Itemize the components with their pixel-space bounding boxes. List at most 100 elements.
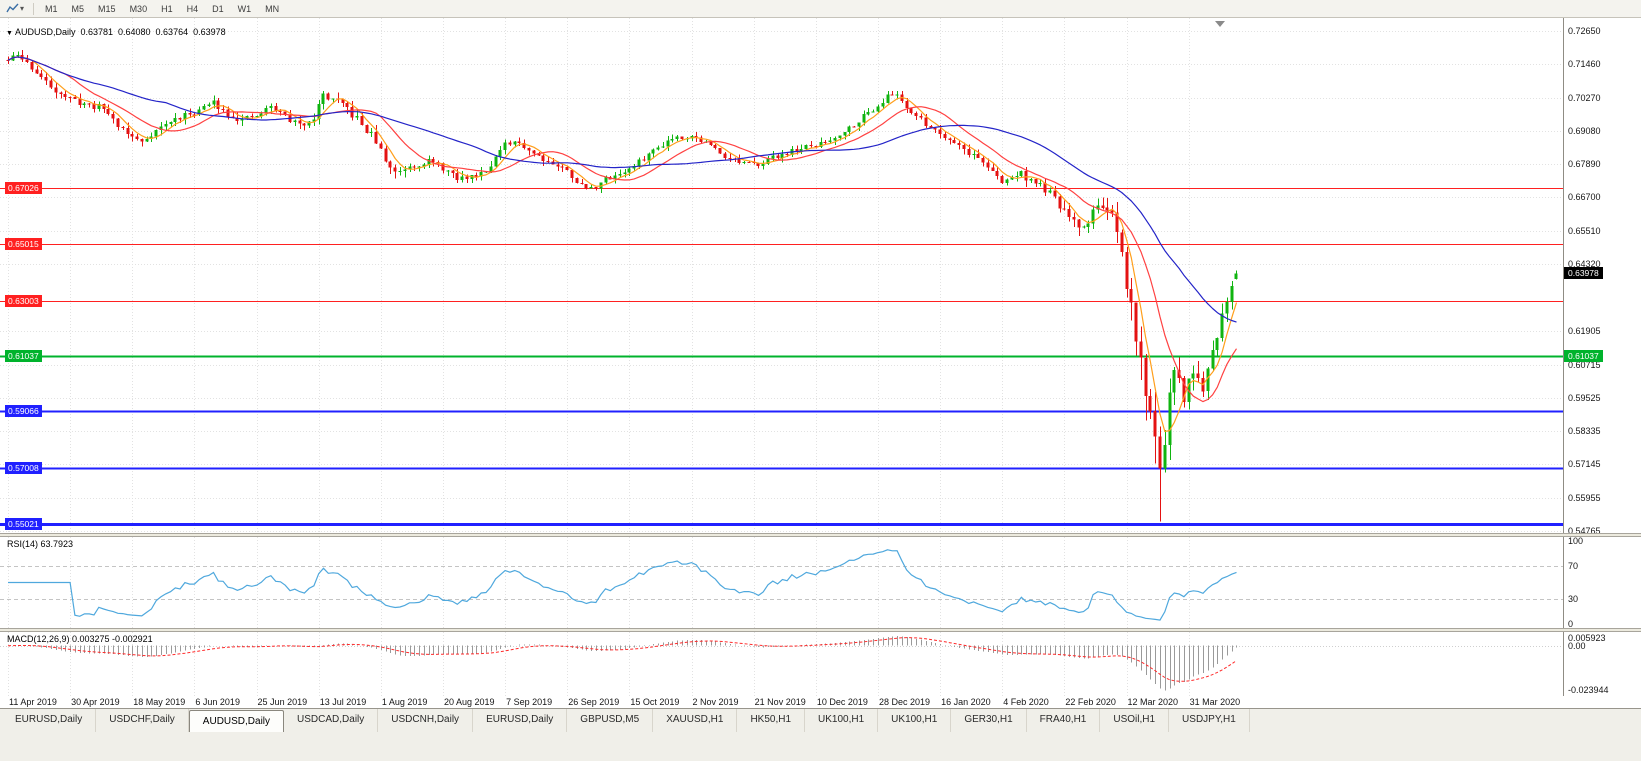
date-label: 16 Jan 2020 bbox=[941, 697, 991, 707]
price-tick: 0.72650 bbox=[1568, 26, 1601, 36]
date-label: 10 Dec 2019 bbox=[816, 697, 868, 707]
ohlc-open: 0.63781 bbox=[80, 27, 113, 37]
ma-34 bbox=[7, 56, 1237, 323]
price-tick: 0.66700 bbox=[1568, 192, 1601, 203]
timeframe-button-m30[interactable]: M30 bbox=[129, 3, 148, 14]
timeframe-button-m1[interactable]: M1 bbox=[45, 3, 58, 14]
macd-tick: -0.023944 bbox=[1568, 685, 1609, 695]
chart-tab-uk100-h1[interactable]: UK100,H1 bbox=[878, 709, 952, 732]
chart-tab-audusd-daily[interactable]: AUDUSD,Daily bbox=[188, 710, 285, 732]
price-tick: 0.58335 bbox=[1568, 426, 1601, 437]
status-area bbox=[0, 732, 1641, 761]
candles-down bbox=[6, 49, 1205, 522]
chart-tab-ger30-h1[interactable]: GER30,H1 bbox=[951, 709, 1027, 732]
macd-label: MACD(12,26,9) 0.003275 -0.002921 bbox=[7, 634, 153, 644]
pane-separator[interactable] bbox=[0, 628, 1641, 632]
ma-5 bbox=[7, 56, 1238, 432]
price-tick: 0.65510 bbox=[1568, 225, 1601, 236]
chart-tab-eurusd-daily[interactable]: EURUSD,Daily bbox=[473, 709, 568, 732]
line-price-badge: 0.67026 bbox=[5, 182, 42, 194]
price-tick: 0.57145 bbox=[1568, 459, 1601, 470]
chart-tab-uk100-h1[interactable]: UK100,H1 bbox=[805, 709, 879, 732]
chart-tab-fra40-h1[interactable]: FRA40,H1 bbox=[1027, 709, 1101, 732]
ohlc-high: 0.64080 bbox=[118, 27, 151, 37]
chart-tab-eurusd-daily[interactable]: EURUSD,Daily bbox=[2, 709, 97, 732]
date-label: 20 Aug 2019 bbox=[443, 697, 495, 707]
date-label: 15 Oct 2019 bbox=[630, 697, 680, 707]
chart-tab-usdcnh-daily[interactable]: USDCNH,Daily bbox=[378, 709, 474, 732]
macd-pane[interactable] bbox=[0, 632, 1563, 696]
toolbar: ▾ M1 M5 M15 M30 H1 H4 D1 W1 MN bbox=[0, 0, 1641, 18]
chart-tab-usdjpy-h1[interactable]: USDJPY,H1 bbox=[1169, 709, 1250, 732]
date-label: 1 Aug 2019 bbox=[381, 697, 428, 707]
date-label: 22 Feb 2020 bbox=[1065, 697, 1116, 707]
line-price-badge: 0.59066 bbox=[5, 405, 42, 417]
rsi-label: RSI(14) 63.7923 bbox=[7, 539, 74, 549]
price-tick: 0.69080 bbox=[1568, 125, 1601, 136]
date-label: 28 Dec 2019 bbox=[878, 697, 930, 707]
timeframe-button-h4[interactable]: H4 bbox=[186, 3, 199, 14]
chart-type-icon[interactable] bbox=[4, 3, 20, 15]
date-label: 21 Nov 2019 bbox=[754, 697, 806, 707]
date-label: 7 Sep 2019 bbox=[506, 697, 553, 707]
date-label: 2 Nov 2019 bbox=[692, 697, 739, 707]
rsi-tick: 70 bbox=[1568, 560, 1579, 571]
macd-histogram bbox=[13, 636, 1237, 691]
macd-tick: 0.005923 bbox=[1568, 633, 1606, 643]
ma-13 bbox=[7, 56, 1238, 403]
price-tick: 0.59525 bbox=[1568, 392, 1601, 403]
date-label: 30 Apr 2019 bbox=[71, 697, 120, 707]
price-tick: 0.54765 bbox=[1568, 526, 1601, 536]
chart-tab-hk50-h1[interactable]: HK50,H1 bbox=[737, 709, 806, 732]
timeframe-button-mn[interactable]: MN bbox=[265, 3, 280, 14]
price-tick: 0.60715 bbox=[1568, 359, 1601, 370]
timeframe-button-m5[interactable]: M5 bbox=[71, 3, 85, 14]
line-price-badge: 0.57008 bbox=[5, 462, 42, 474]
date-label: 25 Jun 2019 bbox=[257, 697, 308, 707]
rsi-tick: 100 bbox=[1568, 536, 1584, 546]
macd-tick: 0.00 bbox=[1568, 640, 1586, 651]
chart-tab-gbpusd-m5[interactable]: GBPUSD,M5 bbox=[567, 709, 654, 732]
symbol-caret-icon: ▼ bbox=[6, 30, 13, 37]
rsi-tick: 30 bbox=[1568, 594, 1579, 605]
chart-type-caret-icon[interactable]: ▾ bbox=[20, 4, 25, 13]
chart-tab-usoil-h1[interactable]: USOil,H1 bbox=[1100, 709, 1170, 732]
date-label: 26 Sep 2019 bbox=[568, 697, 620, 707]
chart-tab-xauusd-h1[interactable]: XAUUSD,H1 bbox=[653, 709, 738, 732]
chart-tab-usdchf-daily[interactable]: USDCHF,Daily bbox=[96, 709, 189, 732]
rsi-line bbox=[8, 549, 1237, 621]
chart-region: ▼ AUDUSD,Daily 0.63781 0.64080 0.63764 0.6397… bbox=[0, 18, 1641, 708]
rsi-pane[interactable] bbox=[0, 537, 1563, 628]
time-axis: 11 Apr 2019 30 Apr 2019 18 May 2019 6 Jun 2… bbox=[0, 696, 1563, 708]
date-label: 11 Apr 2019 bbox=[9, 697, 57, 707]
line-price-badge: 0.63003 bbox=[5, 295, 42, 307]
chart-tabs-bar: EURUSD,Daily USDCHF,Daily AUDUSD,Daily USDC… bbox=[0, 708, 1641, 732]
chart-tab-usdcad-daily[interactable]: USDCAD,Daily bbox=[284, 709, 379, 732]
price-tick: 0.55955 bbox=[1568, 492, 1601, 503]
price-tick: 0.61905 bbox=[1568, 326, 1601, 337]
grid bbox=[0, 18, 1563, 533]
line-price-badge: 0.65015 bbox=[5, 238, 42, 250]
symbol-label: AUDUSD,Daily bbox=[14, 27, 76, 37]
date-label: 13 Jul 2019 bbox=[319, 697, 367, 707]
date-label: 18 May 2019 bbox=[133, 697, 186, 707]
current-price-badge: 0.63978 bbox=[1564, 267, 1603, 279]
date-label: 12 Mar 2020 bbox=[1127, 697, 1179, 707]
timeframe-button-w1[interactable]: W1 bbox=[237, 3, 252, 14]
price-tick: 0.67890 bbox=[1568, 159, 1601, 170]
shift-marker-icon bbox=[1215, 21, 1225, 27]
toolbar-separator bbox=[33, 2, 35, 15]
timeframe-buttons: M1 M5 M15 M30 H1 H4 D1 W1 MN bbox=[39, 2, 285, 16]
price-tick: 0.71460 bbox=[1568, 59, 1601, 70]
timeframe-button-h1[interactable]: H1 bbox=[161, 3, 173, 14]
date-label: 4 Feb 2020 bbox=[1003, 697, 1049, 707]
pane-separator[interactable] bbox=[0, 533, 1641, 537]
line-axis-badge: 0.61037 bbox=[1564, 350, 1603, 362]
timeframe-button-d1[interactable]: D1 bbox=[212, 3, 224, 14]
main-chart-pane[interactable] bbox=[0, 18, 1563, 533]
price-tick: 0.70270 bbox=[1568, 92, 1601, 103]
ohlc-close: 0.63978 bbox=[193, 27, 226, 37]
date-label: 6 Jun 2019 bbox=[195, 697, 240, 707]
timeframe-button-m15[interactable]: M15 bbox=[98, 3, 116, 14]
